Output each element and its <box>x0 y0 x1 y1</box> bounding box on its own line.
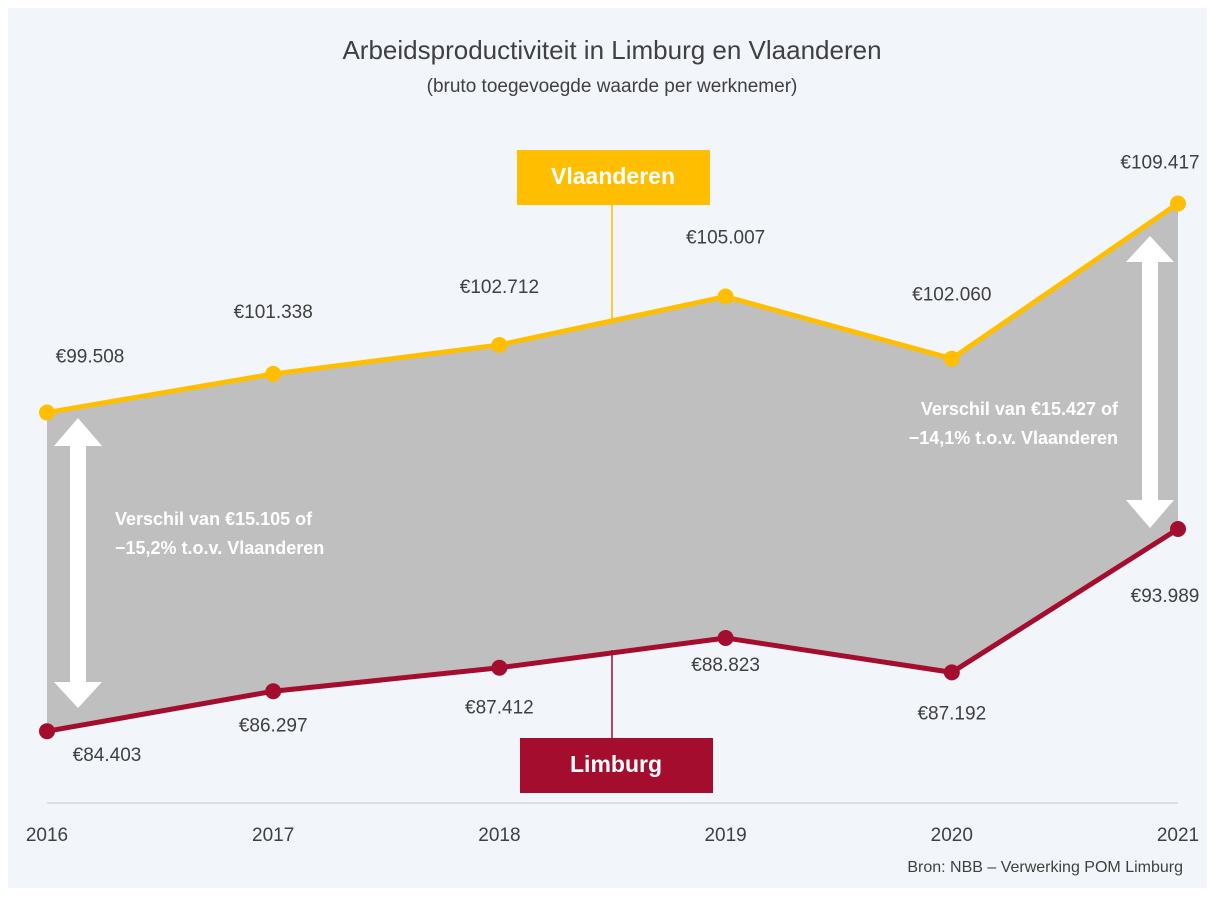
legend-label: Limburg <box>570 751 662 777</box>
point <box>1170 520 1186 537</box>
series-line <box>46 526 1180 734</box>
point <box>943 664 960 681</box>
x-tick-label: 2019 <box>704 825 746 846</box>
legend-box <box>517 150 710 205</box>
data-label: €99.508 <box>56 347 125 368</box>
annotation: −15,2% t.o.v. Vlaanderen <box>115 538 324 558</box>
series-line <box>46 201 1180 416</box>
annotation: Verschil van €15.427 of <box>921 399 1119 419</box>
data-label: €109.417 <box>1120 153 1199 174</box>
x-tick-label: 2016 <box>26 825 68 846</box>
data-label: €86.297 <box>239 715 308 736</box>
band-area <box>47 203 1178 732</box>
chart-title: Arbeidsproductiviteit in Limburg en Vlaa… <box>342 35 881 65</box>
point <box>491 659 508 676</box>
legend-box <box>520 738 713 793</box>
data-label: €87.412 <box>465 698 534 719</box>
point <box>943 350 960 367</box>
band-layer <box>47 203 1178 732</box>
x-tick-label: 2020 <box>931 825 973 846</box>
difference-arrow <box>1126 236 1174 528</box>
x-tick-label: 2021 <box>1157 825 1199 846</box>
data-label: €93.989 <box>1131 586 1200 607</box>
point <box>39 404 55 421</box>
data-label: €101.338 <box>234 302 313 323</box>
source: Bron: NBB – Verwerking POM Limburg <box>907 859 1183 876</box>
point <box>265 683 282 700</box>
data-label: €102.060 <box>912 285 991 306</box>
point <box>265 365 282 382</box>
annotation: Verschil van €15.105 of <box>115 509 313 529</box>
point <box>717 629 734 646</box>
point <box>491 336 508 353</box>
data-label: €84.403 <box>73 745 142 766</box>
arrows <box>54 236 1174 708</box>
legend-label: Vlaanderen <box>551 163 675 189</box>
data-label: €88.823 <box>691 655 760 676</box>
data-label: €87.192 <box>917 703 986 724</box>
difference-arrow <box>54 418 102 708</box>
x-tick-label: 2018 <box>478 825 520 846</box>
data-label: €105.007 <box>686 228 765 249</box>
point <box>39 723 55 740</box>
data-label: €102.712 <box>460 277 539 298</box>
x-tick-label: 2017 <box>252 825 294 846</box>
annotation: −14,1% t.o.v. Vlaanderen <box>909 428 1118 448</box>
point <box>717 288 734 305</box>
chart-subtitle: (bruto toegevoegde waarde per werknemer) <box>427 76 798 97</box>
point <box>1170 195 1186 212</box>
